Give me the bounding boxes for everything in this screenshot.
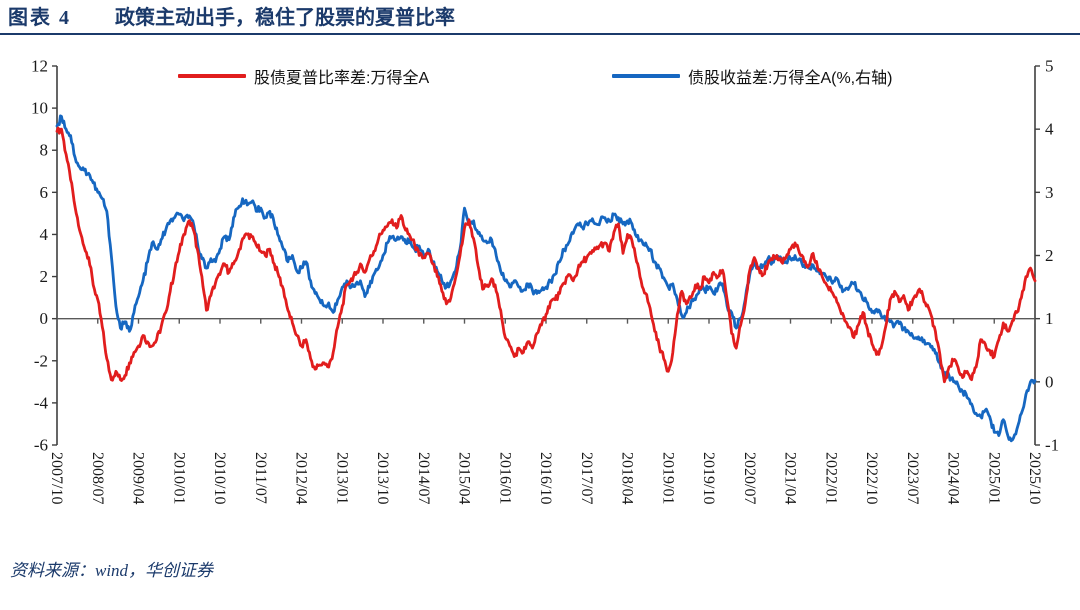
x-axis-tick-label: 2010/01 <box>170 452 187 504</box>
x-axis-tick-label: 2021/04 <box>782 452 799 504</box>
x-axis-tick-label: 2013/10 <box>374 452 391 504</box>
x-axis-tick-label: 2010/10 <box>211 452 228 504</box>
right-axis-tick-label: 2 <box>1045 246 1054 265</box>
x-axis-tick-label: 2016/01 <box>496 452 513 504</box>
x-axis-tick-label: 2022/10 <box>863 452 880 504</box>
legend-label-sharpe-spread: 股债夏普比率差:万得全A <box>254 70 430 87</box>
figure-title-row: 图表 4 政策主动出手，稳住了股票的夏普比率 <box>8 6 1072 30</box>
left-axis-tick-label: 12 <box>31 57 48 76</box>
right-axis-tick-label: 1 <box>1045 309 1054 328</box>
x-axis-tick-label: 2011/07 <box>252 452 269 504</box>
left-axis-tick-label: 8 <box>40 141 49 160</box>
right-axis-tick-label: 4 <box>1045 120 1054 139</box>
x-axis-tick-label: 2025/01 <box>985 452 1002 504</box>
left-axis-tick-label: -2 <box>34 351 48 370</box>
x-axis-tick-label: 2023/07 <box>904 452 921 504</box>
legend-item-sharpe-spread: 股债夏普比率差:万得全A <box>178 67 430 87</box>
right-axis-tick-label: 3 <box>1045 183 1054 202</box>
x-axis-tick-label: 2007/10 <box>48 452 65 504</box>
red-line-swatch-icon <box>178 74 246 78</box>
x-axis-tick-label: 2014/07 <box>415 452 432 504</box>
x-axis-tick-label: 2009/04 <box>130 452 147 504</box>
left-axis-tick-label: 10 <box>31 99 48 118</box>
x-axis-tick-label: 2015/04 <box>456 452 473 504</box>
left-axis-tick-label: -6 <box>34 436 48 455</box>
x-axis-tick-label: 2022/01 <box>822 452 839 504</box>
x-axis-tick-label: 2008/07 <box>89 452 106 504</box>
figure-title: 政策主动出手，稳住了股票的夏普比率 <box>115 7 455 29</box>
right-axis-tick-label: -1 <box>1045 436 1059 455</box>
legend-item-bond-stock-yield-gap: 债股收益差:万得全A(%,右轴) <box>612 67 893 87</box>
right-axis-tick-label: 0 <box>1045 372 1054 391</box>
source-note: 资料来源：wind，华创证券 <box>10 561 214 580</box>
x-axis-tick-label: 2024/04 <box>945 452 962 504</box>
left-axis-tick-label: 4 <box>40 225 49 244</box>
series-line-bond-stock-yield-gap <box>55 114 1037 443</box>
right-axis-tick-label: 5 <box>1045 57 1054 76</box>
legend-label-bond-stock-yield-gap: 债股收益差:万得全A(%,右轴) <box>688 70 893 87</box>
left-axis-tick-label: -4 <box>34 393 49 412</box>
left-axis-tick-label: 6 <box>40 183 49 202</box>
x-axis-tick-label: 2019/10 <box>700 452 717 504</box>
left-axis-tick-label: 2 <box>40 267 49 286</box>
figure-label: 图表 4 <box>8 7 71 29</box>
x-axis-tick-label: 2017/07 <box>578 452 595 504</box>
x-axis-tick-label: 2025/10 <box>1026 452 1043 504</box>
x-axis-tick-label: 2020/07 <box>741 452 758 504</box>
left-axis-tick-label: 0 <box>40 309 49 328</box>
title-underline <box>0 33 1080 35</box>
x-axis-tick-label: 2016/10 <box>537 452 554 504</box>
x-axis-tick-label: 2012/04 <box>293 452 310 504</box>
x-axis-tick-label: 2019/01 <box>659 452 676 504</box>
x-axis-tick-label: 2018/04 <box>619 452 636 504</box>
series-line-sharpe-spread <box>55 126 1037 384</box>
x-axis-tick-label: 2013/01 <box>333 452 350 504</box>
blue-line-swatch-icon <box>612 74 680 78</box>
